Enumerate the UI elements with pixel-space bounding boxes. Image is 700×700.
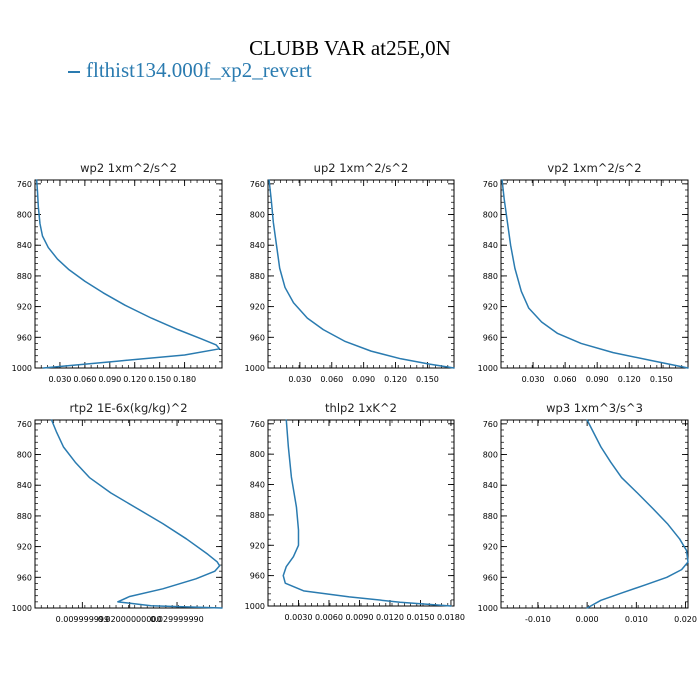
y-tick-label: 1000 <box>12 604 32 613</box>
chart-title: vp2 1xm^2/s^2 <box>547 161 641 175</box>
x-tick-label: 0.0090 <box>345 613 373 622</box>
x-tick-label: 0.150 <box>416 375 439 384</box>
y-tick-label: 840 <box>17 481 32 490</box>
series-line <box>282 419 452 607</box>
y-tick-label: 840 <box>250 481 265 490</box>
chart-panel-2: up2 1xm^2/s^2 0.030 0.060 0.090 0.120 0.150 76… <box>245 161 455 384</box>
x-tick-label: 0.02000000000 <box>98 615 162 624</box>
y-tick-label: 1000 <box>478 604 498 613</box>
x-tick-label: 0.120 <box>618 375 641 384</box>
y-tick-label: 880 <box>483 272 498 281</box>
y-tick-label: 880 <box>17 272 32 281</box>
y-tick-label: 760 <box>483 420 498 429</box>
y-tick-label: 920 <box>250 303 265 312</box>
x-tick-label: 0.0150 <box>406 613 434 622</box>
chart-title: rtp2 1E-6x(kg/kg)^2 <box>69 401 187 415</box>
x-tick-label: 0.0030 <box>284 613 312 622</box>
x-tick-label: 0.0120 <box>376 613 404 622</box>
chart-title: wp2 1xm^2/s^2 <box>80 161 177 175</box>
x-tick-label: 0.060 <box>554 375 577 384</box>
x-tick-label: 0.0060 <box>315 613 343 622</box>
y-tick-label: 840 <box>483 241 498 250</box>
chart-title: up2 1xm^2/s^2 <box>314 161 409 175</box>
y-tick-label: 760 <box>250 180 265 189</box>
x-tick-label: 0.150 <box>650 375 673 384</box>
series-line <box>35 179 221 369</box>
plot-frame <box>267 419 455 607</box>
y-tick-label: 800 <box>250 450 265 459</box>
y-tick-label: 960 <box>250 333 265 342</box>
y-tick-label: 960 <box>250 572 265 581</box>
legend: flthist134.000f_xp2_revert <box>68 58 312 83</box>
y-tick-label: 760 <box>17 180 32 189</box>
y-tick-label: 760 <box>17 420 32 429</box>
y-tick-label: 880 <box>250 272 265 281</box>
y-tick-label: 800 <box>483 451 498 460</box>
x-tick-label: 0.030 <box>522 375 545 384</box>
y-tick-label: 800 <box>483 211 498 220</box>
y-tick-label: 840 <box>250 241 265 250</box>
page-title: CLUBB VAR at25E,0N <box>249 36 451 60</box>
x-tick-label: 0.120 <box>123 375 146 384</box>
x-tick-label: 0.180 <box>173 375 196 384</box>
x-tick-label: 0.090 <box>586 375 609 384</box>
plot-frame <box>34 179 223 369</box>
y-tick-label: 920 <box>17 303 32 312</box>
plot-frame <box>500 179 689 369</box>
x-tick-label: 0.029999990 <box>150 615 203 624</box>
chart-panel-1: wp2 1xm^2/s^2 0.030 0.060 0.090 0.120 0.150 0.… <box>12 161 223 384</box>
chart-panel-3: vp2 1xm^2/s^2 0.030 0.060 0.090 0.120 0.150 76… <box>478 161 689 384</box>
chart-title: wp3 1xm^3/s^3 <box>546 401 643 415</box>
y-tick-label: 1000 <box>245 602 265 611</box>
x-tick-label: 0.150 <box>148 375 171 384</box>
y-tick-label: 960 <box>483 573 498 582</box>
x-tick-label: 0.120 <box>384 375 407 384</box>
y-tick-label: 960 <box>483 333 498 342</box>
x-tick-label: -0.010 <box>525 615 551 624</box>
series-line <box>586 419 689 609</box>
y-tick-label: 920 <box>17 543 32 552</box>
y-tick-label: 880 <box>250 511 265 520</box>
x-tick-label: 0.030 <box>288 375 311 384</box>
legend-line-swatch <box>68 71 80 74</box>
x-tick-label: 0.020 <box>674 615 697 624</box>
x-tick-label: 0.009999999 <box>56 615 109 624</box>
series-line <box>268 179 455 369</box>
y-tick-label: 1000 <box>12 364 32 373</box>
x-tick-label: 0.090 <box>98 375 121 384</box>
y-tick-label: 960 <box>17 573 32 582</box>
y-tick-label: 1000 <box>478 364 498 373</box>
x-tick-label: 0.090 <box>352 375 375 384</box>
legend-label: flthist134.000f_xp2_revert <box>86 58 312 82</box>
x-tick-label: 0.030 <box>48 375 71 384</box>
y-tick-label: 800 <box>250 211 265 220</box>
y-tick-label: 920 <box>483 543 498 552</box>
chart-panel-5: thlp2 1xK^2 0.0030 0.0060 0.0090 0.0120 0.015… <box>245 401 465 622</box>
x-tick-label: 0.060 <box>320 375 343 384</box>
plot-frame <box>267 179 455 369</box>
y-tick-label: 800 <box>17 451 32 460</box>
x-tick-label: 0.000 <box>576 615 599 624</box>
y-tick-label: 920 <box>483 303 498 312</box>
y-tick-label: 760 <box>250 420 265 429</box>
y-tick-label: 880 <box>483 512 498 521</box>
y-tick-label: 960 <box>17 333 32 342</box>
chart-panel-6: wp3 1xm^3/s^3 -0.010 0.000 0.010 0.020 760 800… <box>478 401 697 624</box>
y-tick-label: 840 <box>17 241 32 250</box>
chart-panel-4: rtp2 1E-6x(kg/kg)^2 0.0099999990.02000000… <box>12 401 223 624</box>
y-tick-label: 760 <box>483 180 498 189</box>
y-tick-label: 880 <box>17 512 32 521</box>
y-tick-label: 800 <box>17 211 32 220</box>
x-tick-label: 0.060 <box>73 375 96 384</box>
y-tick-label: 920 <box>250 541 265 550</box>
x-tick-label: 0.010 <box>625 615 648 624</box>
y-tick-label: 840 <box>483 481 498 490</box>
y-tick-label: 1000 <box>245 364 265 373</box>
chart-title: thlp2 1xK^2 <box>325 401 397 415</box>
x-tick-label: 0.0180 <box>437 613 465 622</box>
series-line <box>501 179 689 369</box>
series-line <box>50 419 223 609</box>
